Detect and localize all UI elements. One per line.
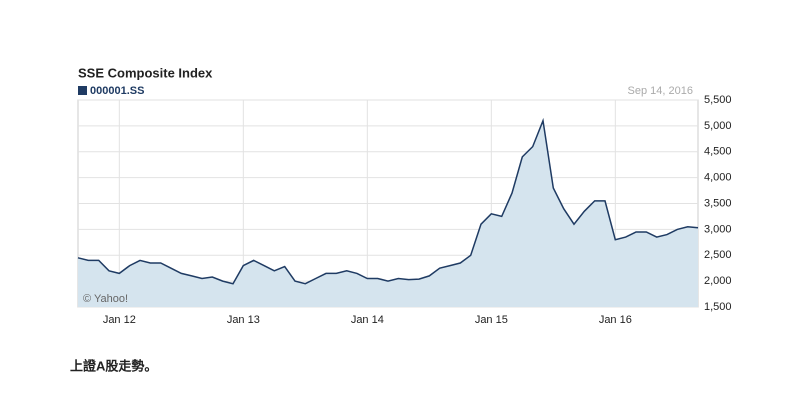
y-tick-label: 5,500 [704,94,732,106]
line [77,117,699,285]
y-tick-label: 4,500 [704,146,732,158]
x-tick-label: Jan 15 [475,314,508,326]
area [78,120,698,307]
y-tick-label: 5,000 [704,120,732,132]
y-tick-label: 2,000 [704,275,732,287]
legend-swatch [78,86,87,95]
credit: © Yahoo! [83,293,128,305]
x-tick-label: Jan 14 [351,314,384,326]
y-tick-label: 3,500 [704,197,732,209]
y-tick-label: 4,000 [704,172,732,184]
chart-title: SSE Composite Index [78,65,213,80]
x-tick-label: Jan 16 [599,314,632,326]
caption: 上證A股走勢。 [70,358,157,373]
x-tick-label: Jan 12 [103,314,136,326]
y-tick-label: 2,500 [704,249,732,261]
date-label: Sep 14, 2016 [628,85,693,97]
y-tick-label: 3,000 [704,223,732,235]
y-tick-label: 1,500 [704,301,732,313]
x-tick-label: Jan 13 [227,314,260,326]
legend-label: 000001.SS [90,85,144,97]
